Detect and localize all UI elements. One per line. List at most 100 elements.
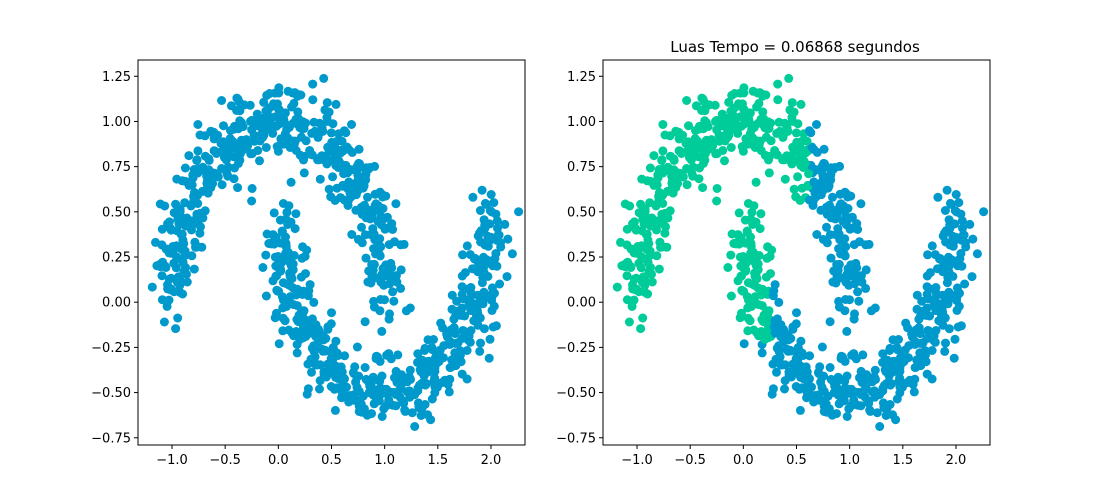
y-tick-label: −0.75 [556,431,596,446]
data-point [739,119,749,129]
data-point [867,387,877,396]
data-point [280,255,290,265]
data-point [842,326,852,336]
data-point [856,401,866,411]
data-point [269,208,279,218]
data-point [871,374,880,384]
data-point [328,172,338,182]
data-point [399,239,409,249]
data-point [464,301,474,311]
y-tick-label: 0.50 [102,205,131,220]
data-point [197,242,207,252]
data-point [797,183,807,193]
data-point [406,374,415,384]
data-point [391,401,401,411]
data-point [907,329,917,339]
y-axis-ticks-left: −0.75 −0.50 −0.25 0.00 0.25 0.50 0.75 1.00 1.25 [91,70,138,446]
data-point [647,277,657,287]
data-point [286,177,296,187]
data-point [500,219,510,229]
data-point [216,147,226,157]
data-point [892,394,902,404]
y-tick-label: −0.25 [91,341,131,356]
x-axis-ticks-left: −1.0 −0.5 0.0 0.5 1.0 1.5 2.0 [156,445,501,468]
data-point [690,144,700,154]
data-point [385,309,394,319]
data-point [786,334,796,343]
data-point [791,192,801,202]
data-point [726,250,736,260]
data-point [478,272,488,282]
data-point [247,184,257,193]
data-point [754,98,764,108]
data-point [856,389,866,399]
data-point [721,130,731,140]
data-point [682,164,692,173]
data-point [337,367,347,377]
data-point [864,398,874,408]
data-point [660,228,670,238]
data-point [278,313,288,323]
data-point [712,196,722,206]
data-point [674,146,684,156]
data-point [941,338,950,348]
data-point [322,159,332,169]
data-point [814,390,824,400]
data-point [933,192,943,202]
data-point [331,336,341,346]
data-point [166,224,176,234]
data-point [376,212,386,222]
data-point [326,128,336,138]
data-point [364,205,374,215]
data-point [777,360,787,370]
data-point [855,237,864,247]
data-point [492,216,502,226]
data-point [393,350,403,360]
data-point [361,253,371,263]
data-point [390,237,399,247]
data-point [379,280,389,290]
data-point [493,223,502,233]
data-point [816,377,826,387]
data-point [701,100,711,110]
data-point [203,188,213,198]
data-point [746,232,755,242]
data-point [852,219,862,229]
data-point [178,235,188,245]
data-point [795,384,804,394]
data-point [642,245,652,254]
data-point [844,280,854,290]
data-point [772,367,781,377]
data-point [351,377,361,387]
data-point [894,335,903,344]
data-point [344,144,354,154]
data-point [292,284,302,294]
data-point [274,83,284,93]
data-point [878,349,888,359]
data-point [795,405,805,415]
data-point [780,174,790,184]
data-point [631,224,641,234]
data-point [959,230,969,240]
data-point [850,309,859,319]
y-tick-label: 0.25 [567,251,596,266]
data-point [918,338,928,348]
data-point [427,343,437,353]
x-tick-label: 0.0 [733,453,754,468]
data-point [824,404,834,414]
data-point [908,380,918,389]
data-point [348,367,358,377]
data-point [256,130,266,140]
data-point [401,306,411,316]
data-point [882,378,892,388]
data-point [667,171,677,181]
data-point [951,190,961,199]
data-point [942,185,952,195]
data-point [846,260,856,270]
data-point [330,405,340,415]
data-point [943,294,952,304]
data-point [490,288,499,298]
y-tick-label: 0.00 [102,296,131,311]
data-point [485,334,495,344]
y-tick-label: 1.25 [102,70,131,85]
